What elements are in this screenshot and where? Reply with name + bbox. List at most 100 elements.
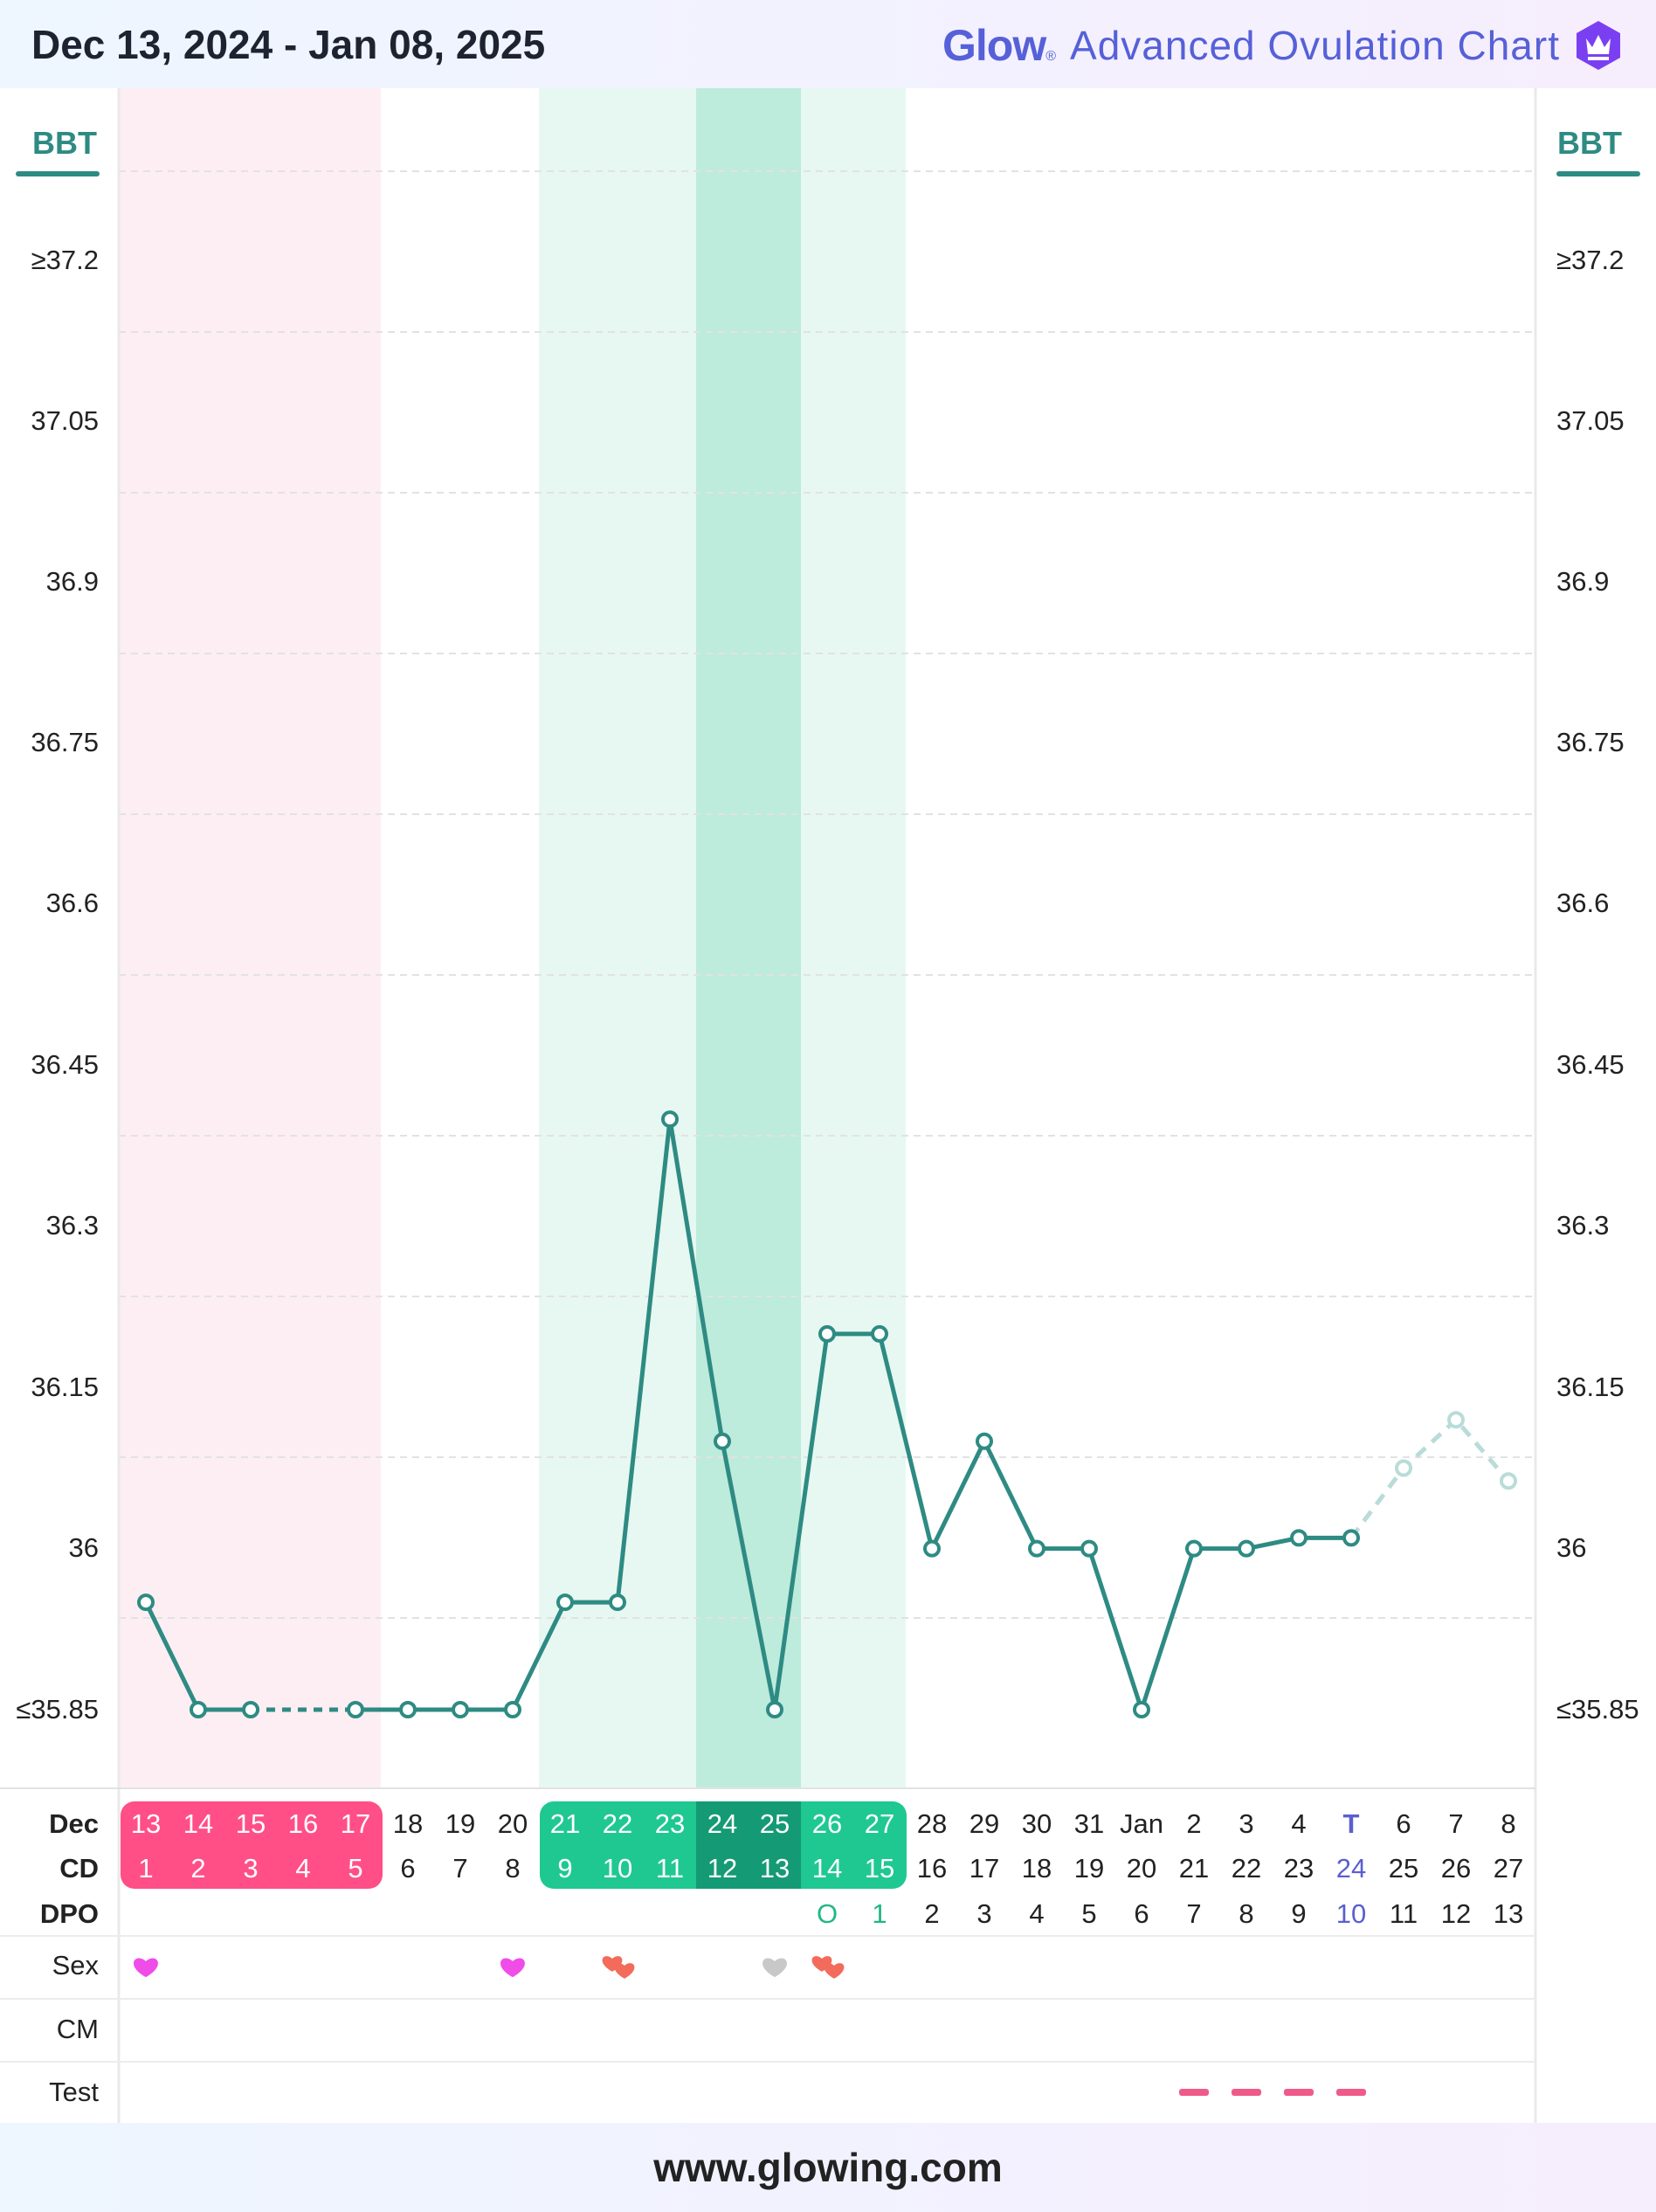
chart-title: Advanced Ovulation Chart (1070, 23, 1560, 68)
date-label: 27 (865, 1808, 894, 1839)
date-label: 22 (603, 1808, 632, 1839)
y-tick-label-left: 36.3 (46, 1210, 99, 1241)
cd-label: 4 (295, 1853, 310, 1884)
dpo-label: 4 (1029, 1898, 1044, 1929)
date-label: 30 (1022, 1808, 1052, 1839)
bbt-point (661, 1110, 679, 1129)
dpo-label: 8 (1239, 1898, 1253, 1929)
bbt-predicted-point (1395, 1459, 1412, 1477)
dpo-label: 10 (1336, 1898, 1366, 1929)
cd-label: 10 (603, 1853, 632, 1884)
footer-url: www.glowing.com (653, 2145, 1003, 2190)
cd-label: 12 (707, 1853, 737, 1884)
date-label: 4 (1291, 1808, 1306, 1839)
bbt-point (1080, 1539, 1098, 1558)
date-label: 20 (498, 1808, 528, 1839)
bbt-point (504, 1701, 521, 1718)
date-label: 21 (550, 1808, 580, 1839)
y-tick-label-right: 36 (1556, 1532, 1586, 1563)
bbt-point (1290, 1529, 1308, 1547)
bbt-point (976, 1432, 993, 1450)
bbt-point (1028, 1539, 1045, 1558)
y-tick-label-left: ≥37.2 (31, 245, 99, 275)
y-tick-label-left: 36.6 (46, 888, 99, 918)
bbt-underline-right (1556, 171, 1640, 176)
test-negative-mark (1336, 2089, 1366, 2096)
cd-label: 19 (1074, 1853, 1104, 1884)
y-tick-label-right: 36.9 (1556, 566, 1609, 597)
bbt-point (714, 1432, 731, 1450)
date-label: 28 (917, 1808, 947, 1839)
cd-label: 17 (969, 1853, 999, 1884)
dpo-label: 12 (1441, 1898, 1471, 1929)
date-label: T (1343, 1808, 1360, 1839)
dpo-label: 13 (1494, 1898, 1523, 1929)
cd-label: 26 (1441, 1853, 1471, 1884)
bbt-point (818, 1324, 836, 1343)
heart-icon (500, 1958, 525, 1978)
date-label: 2 (1186, 1808, 1201, 1839)
heart-icon (762, 1958, 787, 1978)
dpo-label: 9 (1291, 1898, 1306, 1929)
date-label: 8 (1501, 1808, 1515, 1839)
double-heart-icon (614, 1963, 635, 1979)
bbt-point (556, 1593, 574, 1612)
cd-label: 5 (348, 1853, 362, 1884)
dpo-label: 5 (1081, 1898, 1096, 1929)
cd-label: 7 (452, 1853, 467, 1884)
dpo-label: O (817, 1898, 838, 1929)
row-label-cm: CM (57, 2014, 99, 2044)
row-label-dpo: DPO (40, 1898, 99, 1929)
y-tick-label-left: 37.05 (31, 405, 99, 436)
bbt-point (1342, 1529, 1360, 1547)
bbt-line (355, 1116, 1351, 1712)
date-label: 18 (393, 1808, 423, 1839)
bbt-point (1238, 1539, 1255, 1558)
y-tick-label-right: ≥37.2 (1556, 245, 1624, 275)
brand: Glow ® Advanced Ovulation Chart (942, 17, 1623, 73)
row-label-sex: Sex (52, 1950, 100, 1980)
date-label: 31 (1074, 1808, 1104, 1839)
dpo-label: 11 (1390, 1898, 1418, 1929)
date-label: 25 (760, 1808, 790, 1839)
bbt-axis-label-left: BBT (32, 125, 97, 161)
dpo-label: 3 (976, 1898, 991, 1929)
cd-label: 16 (917, 1853, 947, 1884)
bbt-point (347, 1701, 364, 1718)
peak-band (696, 88, 801, 1788)
test-negative-mark (1232, 2089, 1261, 2096)
test-negative-mark (1179, 2089, 1209, 2096)
footer-bar: www.glowing.com (0, 2123, 1656, 2212)
date-range-title: Dec 13, 2024 - Jan 08, 2025 (31, 22, 546, 67)
date-label: Jan (1120, 1808, 1163, 1839)
cd-label: 24 (1336, 1853, 1366, 1884)
dpo-label: 2 (924, 1898, 939, 1929)
date-label: 16 (288, 1808, 318, 1839)
date-label: 3 (1239, 1808, 1253, 1839)
cd-label: 8 (505, 1853, 520, 1884)
date-label: 23 (655, 1808, 685, 1839)
peak-chip (696, 1801, 801, 1889)
y-tick-label-right: 36.15 (1556, 1372, 1625, 1402)
cd-label: 3 (243, 1853, 258, 1884)
y-tick-label-left: 36.15 (31, 1372, 99, 1402)
bbt-predicted-point (1500, 1472, 1517, 1490)
bbt-chart: BBT BBT ≥37.2 ≥37.2 37.05 37.05 36.9 36.9 36.75 3… (0, 88, 1640, 2123)
y-tick-label-right: 36.3 (1556, 1210, 1609, 1241)
y-tick-label-right: 36.75 (1556, 727, 1625, 757)
bbt-underline-left (16, 171, 100, 176)
row-label-test: Test (49, 2077, 99, 2107)
bbt-point (190, 1701, 207, 1718)
row-label-cd: CD (59, 1853, 99, 1884)
y-tick-label-left: ≤35.85 (16, 1694, 99, 1725)
bbt-point (609, 1593, 626, 1612)
y-tick-label-left: 36.45 (31, 1049, 99, 1080)
cd-label: 20 (1127, 1853, 1156, 1884)
date-label: 15 (236, 1808, 266, 1839)
date-label: 6 (1396, 1808, 1411, 1839)
cd-label: 6 (400, 1853, 415, 1884)
y-tick-label-left: 36.75 (31, 727, 99, 757)
cd-label: 1 (138, 1853, 153, 1884)
date-label: 13 (131, 1808, 161, 1839)
